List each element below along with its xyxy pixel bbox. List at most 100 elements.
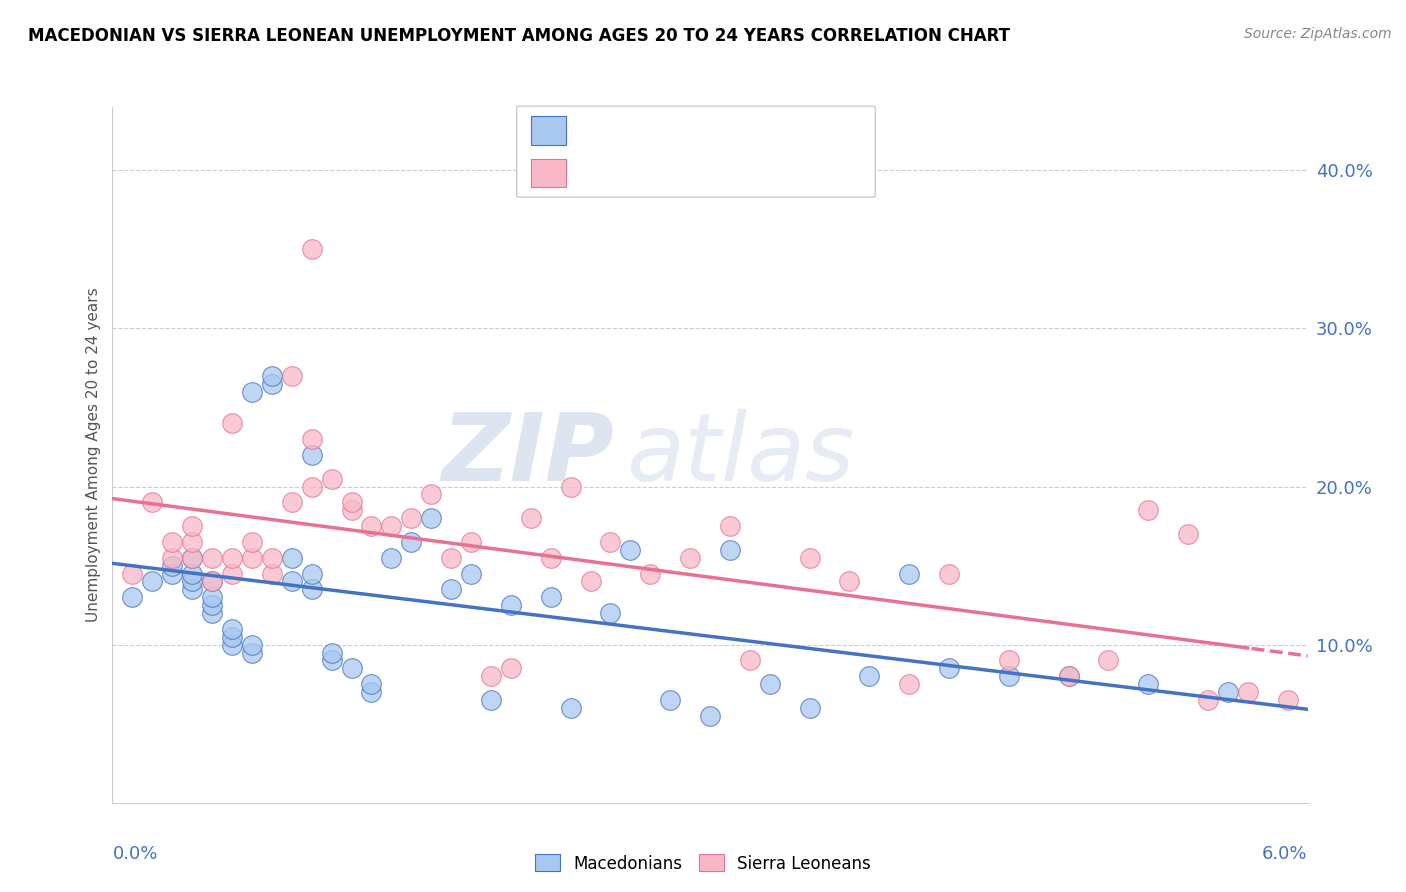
Text: ZIP: ZIP — [441, 409, 614, 501]
Point — [301, 582, 323, 597]
Point — [221, 630, 243, 644]
Point — [181, 519, 204, 533]
Point — [1057, 669, 1080, 683]
Point — [321, 653, 343, 667]
Point — [301, 243, 323, 257]
FancyBboxPatch shape — [531, 159, 567, 187]
Point — [599, 606, 621, 620]
Point — [460, 534, 482, 549]
Point — [221, 566, 243, 581]
Point — [659, 693, 682, 707]
Point — [540, 591, 562, 605]
Point — [1097, 653, 1119, 667]
Point — [479, 693, 502, 707]
Point — [401, 511, 423, 525]
Point — [141, 574, 163, 589]
Point — [420, 487, 443, 501]
Point — [998, 669, 1021, 683]
Text: N = 53: N = 53 — [745, 121, 810, 139]
Point — [340, 495, 363, 509]
Point — [898, 677, 921, 691]
Point — [420, 511, 443, 525]
Point — [718, 519, 741, 533]
Point — [301, 448, 323, 462]
Point — [360, 519, 382, 533]
Point — [540, 550, 562, 565]
Point — [938, 661, 960, 675]
FancyBboxPatch shape — [531, 116, 567, 145]
Point — [201, 550, 224, 565]
Point — [162, 550, 183, 565]
Point — [181, 574, 204, 589]
Point — [1177, 527, 1199, 541]
Text: N = 53: N = 53 — [745, 164, 810, 182]
Point — [938, 566, 960, 581]
Point — [1197, 693, 1219, 707]
Point — [281, 574, 304, 589]
Point — [1237, 685, 1260, 699]
Point — [301, 479, 323, 493]
Point — [560, 701, 582, 715]
Point — [699, 708, 721, 723]
Point — [260, 368, 283, 383]
Point — [221, 622, 243, 636]
Point — [201, 598, 224, 612]
Point — [260, 550, 283, 565]
Point — [201, 574, 224, 589]
Point — [181, 582, 204, 597]
Point — [619, 542, 641, 557]
Point — [281, 495, 304, 509]
Point — [201, 606, 224, 620]
Text: R = -0.208: R = -0.208 — [576, 121, 685, 139]
Point — [321, 472, 343, 486]
Point — [281, 368, 304, 383]
Point — [579, 574, 602, 589]
Point — [401, 534, 423, 549]
Text: R =  0.077: R = 0.077 — [576, 164, 685, 182]
Point — [360, 685, 382, 699]
Point — [121, 566, 143, 581]
Point — [759, 677, 782, 691]
Point — [998, 653, 1021, 667]
Point — [440, 582, 463, 597]
Point — [240, 646, 263, 660]
Point — [181, 566, 204, 581]
Point — [240, 638, 263, 652]
Point — [1057, 669, 1080, 683]
Point — [321, 646, 343, 660]
Point — [479, 669, 502, 683]
Point — [240, 534, 263, 549]
Point — [499, 661, 522, 675]
Point — [260, 566, 283, 581]
Point — [201, 574, 224, 589]
Point — [221, 550, 243, 565]
Point — [301, 566, 323, 581]
Point — [121, 591, 143, 605]
Text: 6.0%: 6.0% — [1263, 845, 1308, 863]
Point — [1137, 677, 1160, 691]
Point — [1137, 503, 1160, 517]
Point — [181, 550, 204, 565]
Point — [858, 669, 880, 683]
Point — [162, 558, 183, 573]
Point — [560, 479, 582, 493]
Y-axis label: Unemployment Among Ages 20 to 24 years: Unemployment Among Ages 20 to 24 years — [86, 287, 101, 623]
Point — [898, 566, 921, 581]
Point — [1277, 693, 1299, 707]
Point — [162, 566, 183, 581]
Point — [799, 701, 821, 715]
Text: atlas: atlas — [627, 409, 855, 500]
Point — [141, 495, 163, 509]
Point — [460, 566, 482, 581]
Point — [799, 550, 821, 565]
Point — [162, 534, 183, 549]
Point — [838, 574, 860, 589]
Text: Source: ZipAtlas.com: Source: ZipAtlas.com — [1244, 27, 1392, 41]
Point — [679, 550, 702, 565]
Point — [301, 432, 323, 446]
Point — [599, 534, 621, 549]
Point — [380, 550, 402, 565]
Point — [221, 638, 243, 652]
Point — [201, 591, 224, 605]
Point — [240, 384, 263, 399]
